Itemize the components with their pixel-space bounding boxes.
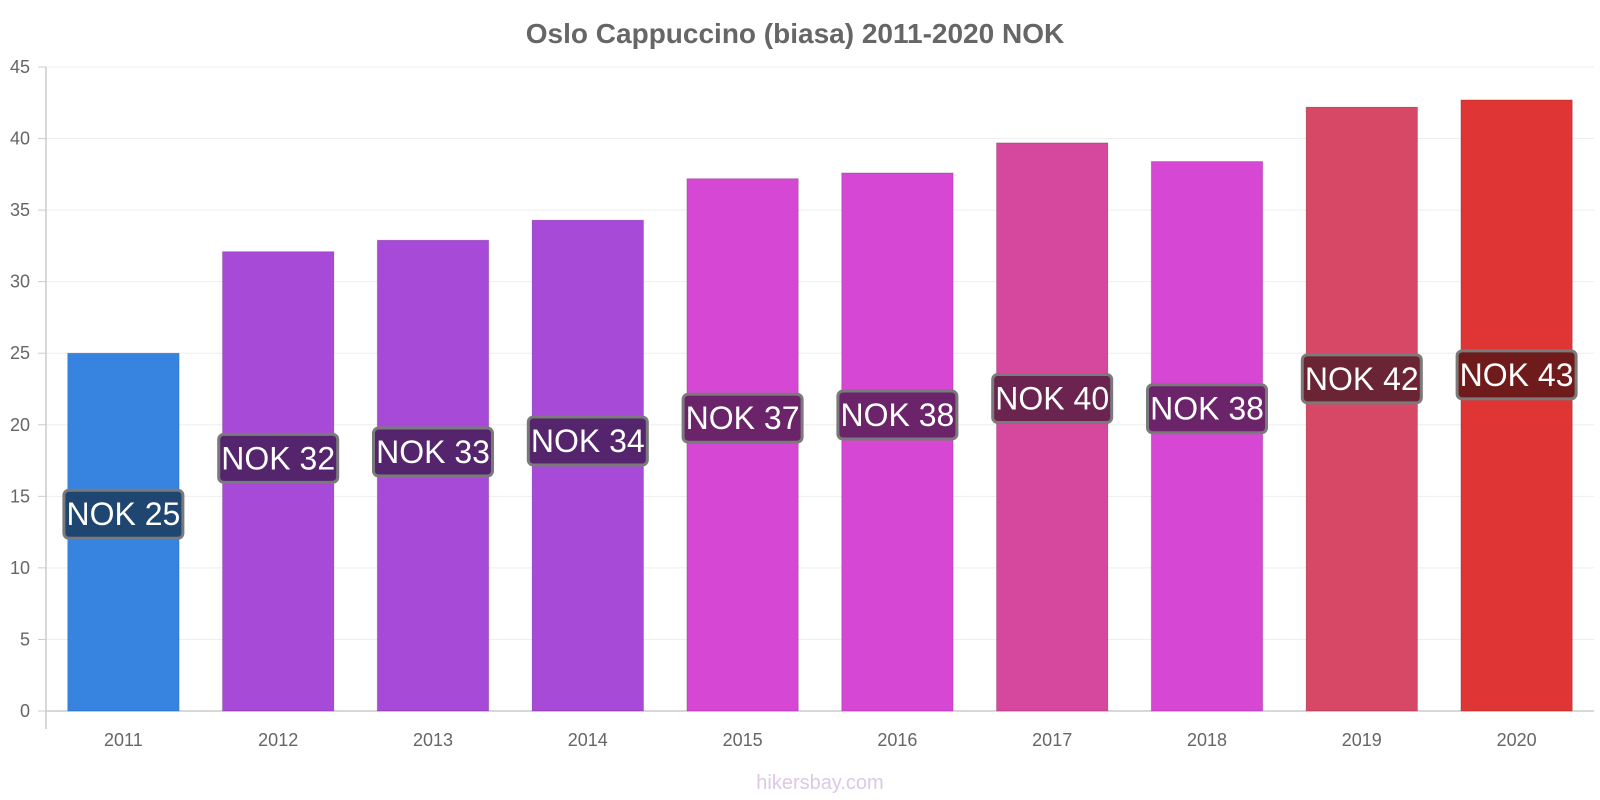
data-label: NOK 32: [221, 440, 335, 476]
data-label-box: [526, 415, 649, 467]
data-label: NOK 25: [66, 496, 180, 532]
data-label: NOK 34: [531, 423, 645, 459]
bar-2017: [995, 142, 1109, 712]
x-tick-label: 2015: [723, 730, 763, 750]
x-tick-label: 2020: [1497, 730, 1537, 750]
data-label: NOK 37: [686, 400, 800, 436]
bars: [67, 99, 1573, 712]
data-label: NOK 42: [1305, 361, 1419, 397]
data-label: NOK 33: [376, 434, 490, 470]
y-tick-label: 40: [10, 129, 30, 149]
bar-2019: [1305, 106, 1419, 712]
x-tick-label: 2012: [258, 730, 298, 750]
x-tick-label: 2014: [568, 730, 608, 750]
y-tick-label: 15: [10, 486, 30, 506]
data-label-box: [1146, 383, 1268, 435]
data-label: NOK 43: [1460, 357, 1574, 393]
x-tick-label: 2019: [1342, 730, 1382, 750]
y-tick-label: 0: [20, 701, 30, 721]
y-tick-label: 5: [20, 629, 30, 649]
data-label-box: [372, 426, 494, 478]
y-tick-label: 10: [10, 558, 30, 578]
y-tick-label: 35: [10, 200, 30, 220]
data-label: NOK 38: [840, 397, 954, 433]
data-label-box: [836, 389, 959, 441]
y-tick-label: 20: [10, 415, 30, 435]
y-tick-label: 45: [10, 57, 30, 77]
data-label-box: [1455, 349, 1578, 401]
data-label: NOK 38: [1150, 391, 1264, 427]
data-label-box: [681, 392, 804, 444]
data-label-box: [62, 488, 185, 540]
chart-title: Oslo Cappuccino (biasa) 2011-2020 NOK: [526, 18, 1064, 49]
bar-2018: [1150, 160, 1264, 712]
y-tick-label: 25: [10, 343, 30, 363]
data-labels: NOK 25 NOK 32 NOK 33 NOK 34 NOK 37 NOK 38 NOK …: [62, 349, 1578, 540]
tick-labels: 0 5 10 15 20 25 30 35 40 45 2011 2012 2013 2014 2015 20…: [10, 57, 1537, 750]
x-tick-label: 2013: [413, 730, 453, 750]
data-label-box: [1300, 353, 1423, 405]
x-tick-label: 2018: [1187, 730, 1227, 750]
x-tick-label: 2011: [104, 730, 143, 750]
x-tick-label: 2016: [877, 730, 917, 750]
bar-2015: [686, 178, 799, 712]
bar-2016: [841, 172, 954, 712]
y-tick-label: 30: [10, 272, 30, 292]
x-tick-label: 2017: [1032, 730, 1072, 750]
data-label-box: [217, 432, 340, 484]
data-label-box: [991, 373, 1114, 425]
data-label: NOK 40: [995, 381, 1109, 417]
watermark: hikersbay.com: [756, 772, 883, 794]
bar-2020: [1460, 99, 1573, 712]
